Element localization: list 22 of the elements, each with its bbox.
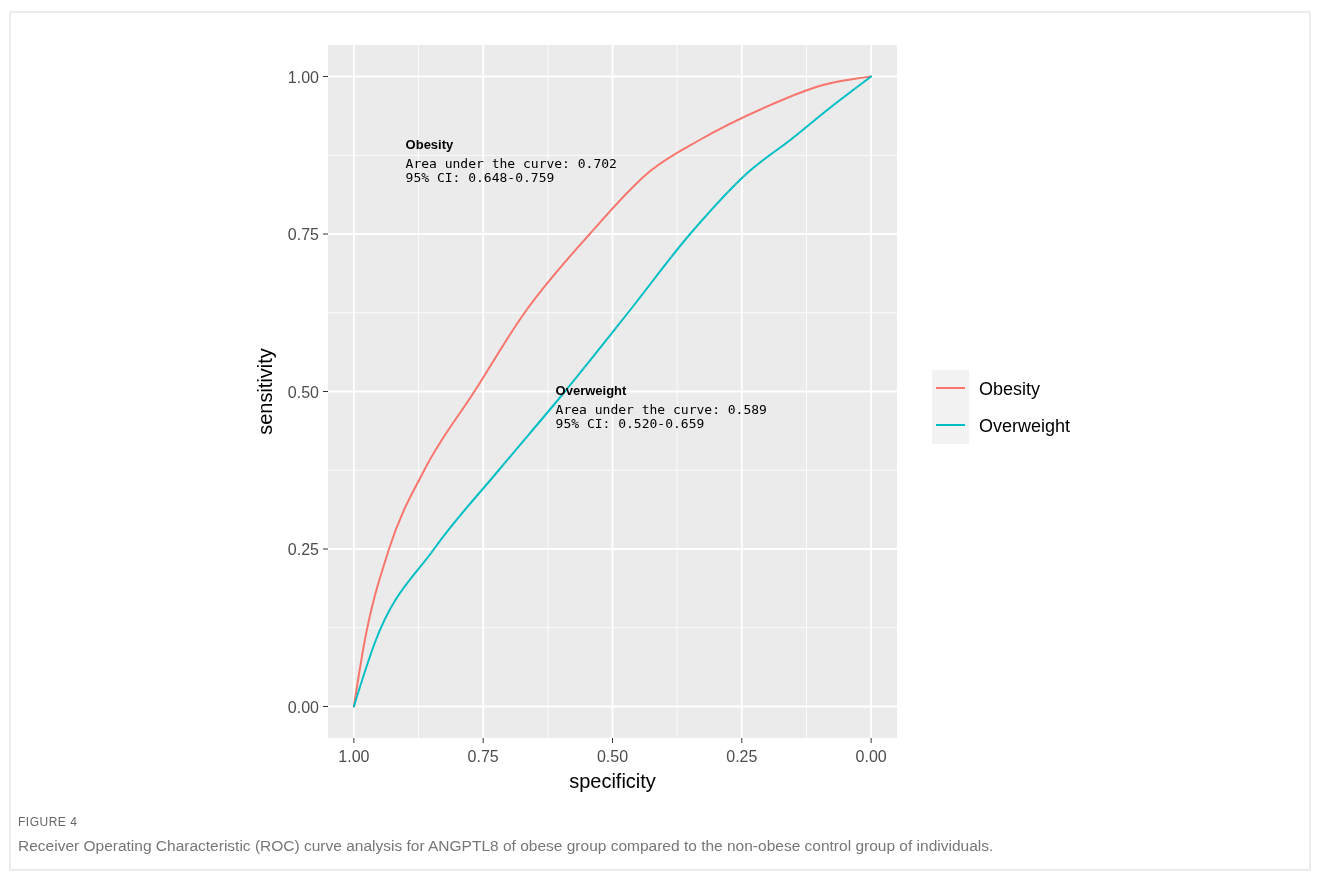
annotation: 95% CI: 0.520-0.659	[555, 416, 705, 432]
legend-label: Overweight	[979, 416, 1071, 436]
y-tick-label: 1.00	[287, 68, 320, 86]
y-tick-label: 0.75	[287, 226, 320, 243]
y-tick-label: 0.25	[287, 541, 320, 558]
legend-label: Obesity	[979, 379, 1041, 399]
annotation: Obesity	[405, 136, 455, 152]
annotation: Area under the curve: 0.589	[555, 401, 767, 417]
x-tick-label: 0.25	[726, 748, 758, 765]
line-series	[352, 75, 873, 708]
annotation: Area under the curve: 0.702	[405, 155, 617, 171]
y-tick-label: 0.00	[287, 698, 320, 716]
annotation: 95% CI: 0.648-0.759	[405, 170, 555, 186]
text: Receiver Operating Characteristic (ROC) curve analysis for ANGPTL8 of obese group compared to the non-obese control group of individuals.	[18, 837, 994, 854]
x-tick-label: 0.75	[467, 748, 499, 765]
y-axis-title: sensitivity	[254, 348, 276, 435]
x-tick-label: 0.00	[855, 748, 887, 765]
caption: FIGURE 4	[18, 815, 78, 829]
x-tick-label: 0.50	[596, 748, 629, 765]
x-axis-title: specificity	[569, 770, 656, 792]
y-tick-label: 0.50	[287, 383, 320, 401]
x-tick-label: 1.00	[338, 748, 370, 765]
